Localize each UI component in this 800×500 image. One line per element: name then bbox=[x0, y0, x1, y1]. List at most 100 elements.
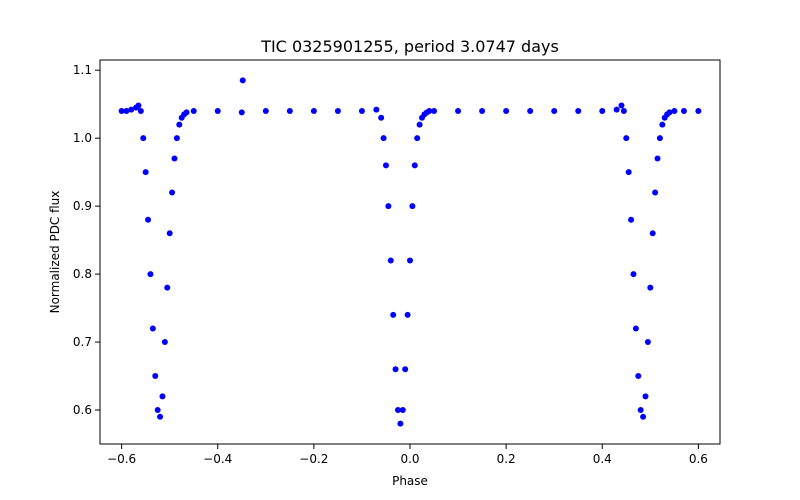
data-point bbox=[140, 135, 147, 142]
data-points bbox=[118, 77, 702, 427]
data-point bbox=[431, 107, 438, 114]
data-point bbox=[632, 325, 639, 332]
data-point bbox=[164, 284, 171, 291]
data-point bbox=[404, 311, 411, 318]
data-point bbox=[123, 107, 130, 114]
data-point bbox=[642, 393, 649, 400]
data-point bbox=[644, 339, 651, 346]
data-point bbox=[310, 107, 317, 114]
data-point bbox=[649, 230, 656, 237]
data-point bbox=[169, 189, 176, 196]
data-point bbox=[455, 107, 462, 114]
data-point bbox=[426, 107, 433, 114]
data-point bbox=[411, 162, 418, 169]
data-point bbox=[147, 271, 154, 278]
data-point bbox=[154, 407, 161, 414]
data-point bbox=[392, 366, 399, 373]
data-point bbox=[666, 109, 673, 116]
x-tick-label: −0.4 bbox=[203, 452, 232, 466]
data-point bbox=[373, 106, 380, 113]
data-point bbox=[128, 106, 135, 113]
data-point bbox=[135, 102, 142, 109]
data-point bbox=[239, 77, 246, 84]
data-point bbox=[394, 407, 401, 414]
data-point bbox=[159, 393, 166, 400]
data-point bbox=[416, 121, 423, 128]
data-point bbox=[630, 271, 637, 278]
data-point bbox=[183, 109, 190, 116]
data-point bbox=[142, 169, 149, 176]
x-tick-label: 0.6 bbox=[689, 452, 708, 466]
data-point bbox=[118, 107, 125, 114]
y-axis-label: Normalized PDC flux bbox=[48, 191, 62, 314]
y-tick-label: 1.1 bbox=[73, 63, 92, 77]
y-tick-label: 0.6 bbox=[73, 403, 92, 417]
data-point bbox=[358, 107, 365, 114]
data-point bbox=[380, 135, 387, 142]
x-axis-label: Phase bbox=[392, 474, 428, 488]
data-point bbox=[479, 107, 486, 114]
data-point bbox=[652, 189, 659, 196]
x-tick-label: 0.0 bbox=[400, 452, 419, 466]
y-axis: 0.6 0.7 0.8 0.9 1.0 1.1 bbox=[73, 63, 100, 417]
data-point bbox=[659, 121, 666, 128]
data-point bbox=[654, 155, 661, 162]
data-point bbox=[409, 203, 416, 210]
data-point bbox=[238, 109, 245, 116]
data-point bbox=[575, 107, 582, 114]
data-point bbox=[620, 107, 627, 114]
data-point bbox=[551, 107, 558, 114]
data-point bbox=[378, 114, 385, 121]
x-tick-label: −0.2 bbox=[299, 452, 328, 466]
data-point bbox=[157, 413, 164, 420]
data-point bbox=[161, 339, 168, 346]
data-point bbox=[385, 203, 392, 210]
data-point bbox=[695, 107, 702, 114]
plot-frame bbox=[99, 59, 721, 445]
data-point bbox=[656, 135, 663, 142]
data-point bbox=[152, 373, 159, 380]
data-point bbox=[647, 284, 654, 291]
data-point bbox=[618, 102, 625, 109]
data-point bbox=[286, 107, 293, 114]
x-axis: −0.6 −0.4 −0.2 0.0 0.2 0.4 0.6 bbox=[107, 444, 708, 466]
x-tick-label: 0.2 bbox=[497, 452, 516, 466]
data-point bbox=[625, 169, 632, 176]
data-point bbox=[387, 257, 394, 264]
data-point bbox=[599, 107, 606, 114]
data-point bbox=[680, 107, 687, 114]
data-point bbox=[527, 107, 534, 114]
data-point bbox=[635, 373, 642, 380]
data-point bbox=[407, 257, 413, 264]
y-tick-label: 0.9 bbox=[73, 199, 92, 213]
x-tick-label: −0.6 bbox=[107, 452, 136, 466]
data-point bbox=[637, 407, 644, 414]
x-tick-label: 0.4 bbox=[593, 452, 612, 466]
data-point bbox=[613, 106, 620, 113]
data-point bbox=[503, 107, 510, 114]
y-tick-label: 1.0 bbox=[73, 131, 92, 145]
data-point bbox=[145, 216, 152, 223]
data-point bbox=[382, 162, 389, 169]
data-point bbox=[171, 155, 178, 162]
data-point bbox=[399, 407, 406, 414]
data-point bbox=[414, 135, 421, 142]
data-point bbox=[671, 107, 678, 114]
data-point bbox=[173, 135, 180, 142]
data-point bbox=[166, 230, 173, 237]
data-point bbox=[390, 311, 397, 318]
data-point bbox=[640, 413, 647, 420]
data-point bbox=[402, 366, 409, 373]
data-point bbox=[334, 107, 341, 114]
data-point bbox=[190, 107, 197, 114]
data-point bbox=[214, 107, 221, 114]
data-point bbox=[176, 121, 183, 128]
data-point bbox=[149, 325, 156, 332]
data-point bbox=[623, 135, 630, 142]
data-point bbox=[628, 216, 635, 223]
y-tick-label: 0.7 bbox=[73, 335, 92, 349]
chart-title: TIC 0325901255, period 3.0747 days bbox=[260, 37, 559, 56]
data-point bbox=[137, 107, 144, 114]
y-tick-label: 0.8 bbox=[73, 267, 92, 281]
